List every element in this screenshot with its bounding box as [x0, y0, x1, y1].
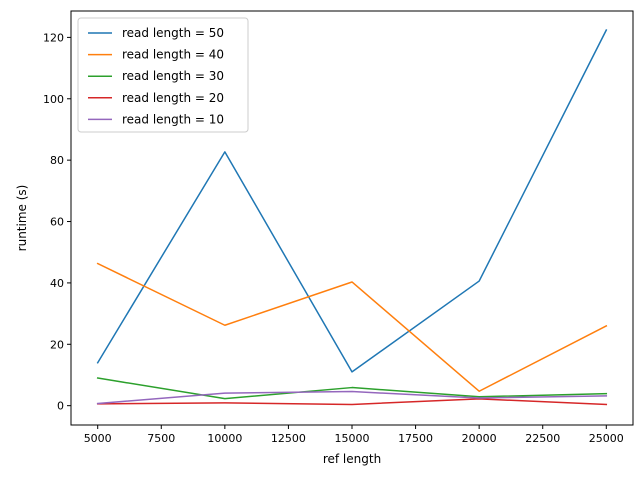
- x-axis: 5000 7500 10000 12500 15000 17500 20000 22500 25…: [84, 425, 624, 445]
- x-tick-label: 10000: [207, 432, 242, 445]
- series-line-3: [96, 377, 608, 400]
- series-line-1: [96, 29, 608, 373]
- x-tick-label: 25000: [589, 432, 624, 445]
- y-tick-label: 60: [50, 216, 64, 229]
- x-tick-label: 20000: [462, 432, 497, 445]
- y-tick-label: 0: [57, 400, 64, 413]
- y-axis: 0 20 40 60 80 100 120: [43, 31, 71, 413]
- legend-label: read length = 50: [122, 26, 224, 40]
- x-tick-label: 17500: [398, 432, 433, 445]
- x-tick-label: 12500: [271, 432, 306, 445]
- x-tick-label: 5000: [84, 432, 112, 445]
- y-tick-label: 80: [50, 154, 64, 167]
- series-line-5: [96, 390, 608, 405]
- series-line-4: [96, 398, 608, 406]
- legend-label: read length = 10: [122, 112, 224, 126]
- x-axis-label: ref length: [323, 452, 381, 466]
- series-line-2: [96, 262, 608, 392]
- legend: read length = 50 read length = 40 read len…: [77, 17, 249, 133]
- y-tick-label: 40: [50, 277, 64, 290]
- y-tick-label: 100: [43, 93, 64, 106]
- x-tick-label: 22500: [525, 432, 560, 445]
- legend-label: read length = 40: [122, 48, 224, 62]
- x-tick-label: 15000: [335, 432, 370, 445]
- x-tick-label: 7500: [147, 432, 175, 445]
- legend-box: [77, 17, 249, 133]
- y-axis-label: runtime (s): [15, 185, 29, 252]
- series-layer: [96, 29, 608, 406]
- y-tick-label: 120: [43, 31, 64, 44]
- y-tick-label: 20: [50, 338, 64, 351]
- legend-label: read length = 20: [122, 91, 224, 105]
- legend-label: read length = 30: [122, 69, 224, 83]
